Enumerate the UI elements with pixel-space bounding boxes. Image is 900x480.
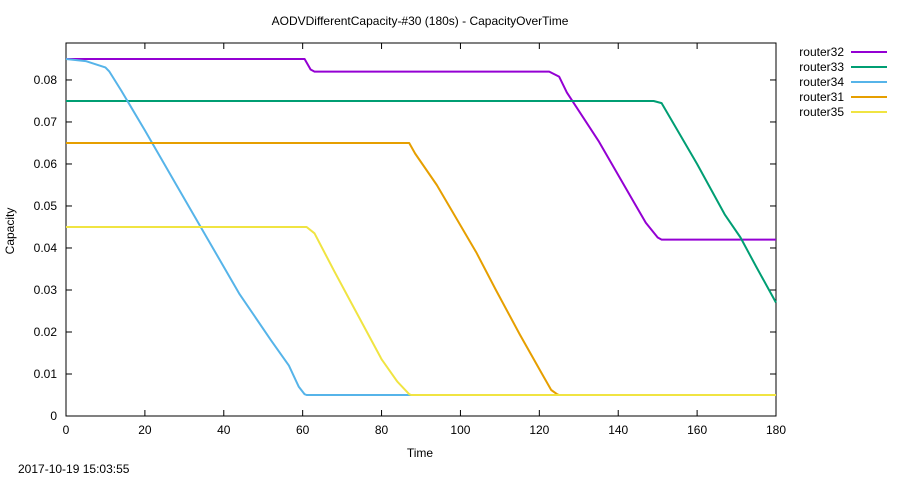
- series-line-router33: [66, 100, 777, 304]
- x-tick-label: 20: [138, 423, 152, 437]
- y-tick-label: 0: [50, 409, 57, 423]
- chart-title: AODVDifferentCapacity-#30 (180s) - Capac…: [272, 14, 569, 28]
- x-tick-label: 100: [450, 423, 470, 437]
- y-tick-label: 0.01: [34, 367, 58, 381]
- x-tick-label: 160: [687, 423, 707, 437]
- legend-label-router33: router33: [799, 60, 844, 74]
- series-line-router34: [65, 58, 776, 396]
- plot-border: [65, 42, 777, 417]
- legend-label-router32: router32: [799, 45, 844, 59]
- x-tick-label: 120: [529, 423, 549, 437]
- x-tick-label: 180: [766, 423, 786, 437]
- series-line-router32: [66, 58, 776, 241]
- x-axis-label: Time: [407, 446, 434, 460]
- y-tick-label: 0.04: [34, 241, 58, 255]
- series-line-router35: [66, 226, 776, 396]
- legend-label-router31: router31: [799, 90, 844, 104]
- axis-ticks: 0 20 40 60 80 100 120 140 160 180 0 0.01 0.02 0.03 0.0…: [34, 43, 786, 437]
- y-tick-label: 0.05: [34, 199, 58, 213]
- y-tick-label: 0.06: [34, 157, 58, 171]
- y-axis-label: Capacity: [3, 208, 17, 255]
- y-tick-label: 0.08: [34, 73, 58, 87]
- x-tick-label: 60: [296, 423, 310, 437]
- series-lines: [65, 58, 777, 396]
- legend-label-router34: router34: [799, 75, 844, 89]
- series-line-router31: [66, 142, 776, 396]
- x-tick-label: 0: [63, 423, 70, 437]
- y-tick-label: 0.02: [34, 325, 58, 339]
- x-tick-label: 140: [608, 423, 628, 437]
- legend-label-router35: router35: [799, 105, 844, 119]
- render-timestamp: 2017-10-19 15:03:55: [18, 462, 130, 476]
- y-tick-label: 0.07: [34, 115, 58, 129]
- x-tick-label: 40: [217, 423, 231, 437]
- plot-frame: [65, 42, 777, 417]
- y-tick-label: 0.03: [34, 283, 58, 297]
- x-tick-label: 80: [375, 423, 389, 437]
